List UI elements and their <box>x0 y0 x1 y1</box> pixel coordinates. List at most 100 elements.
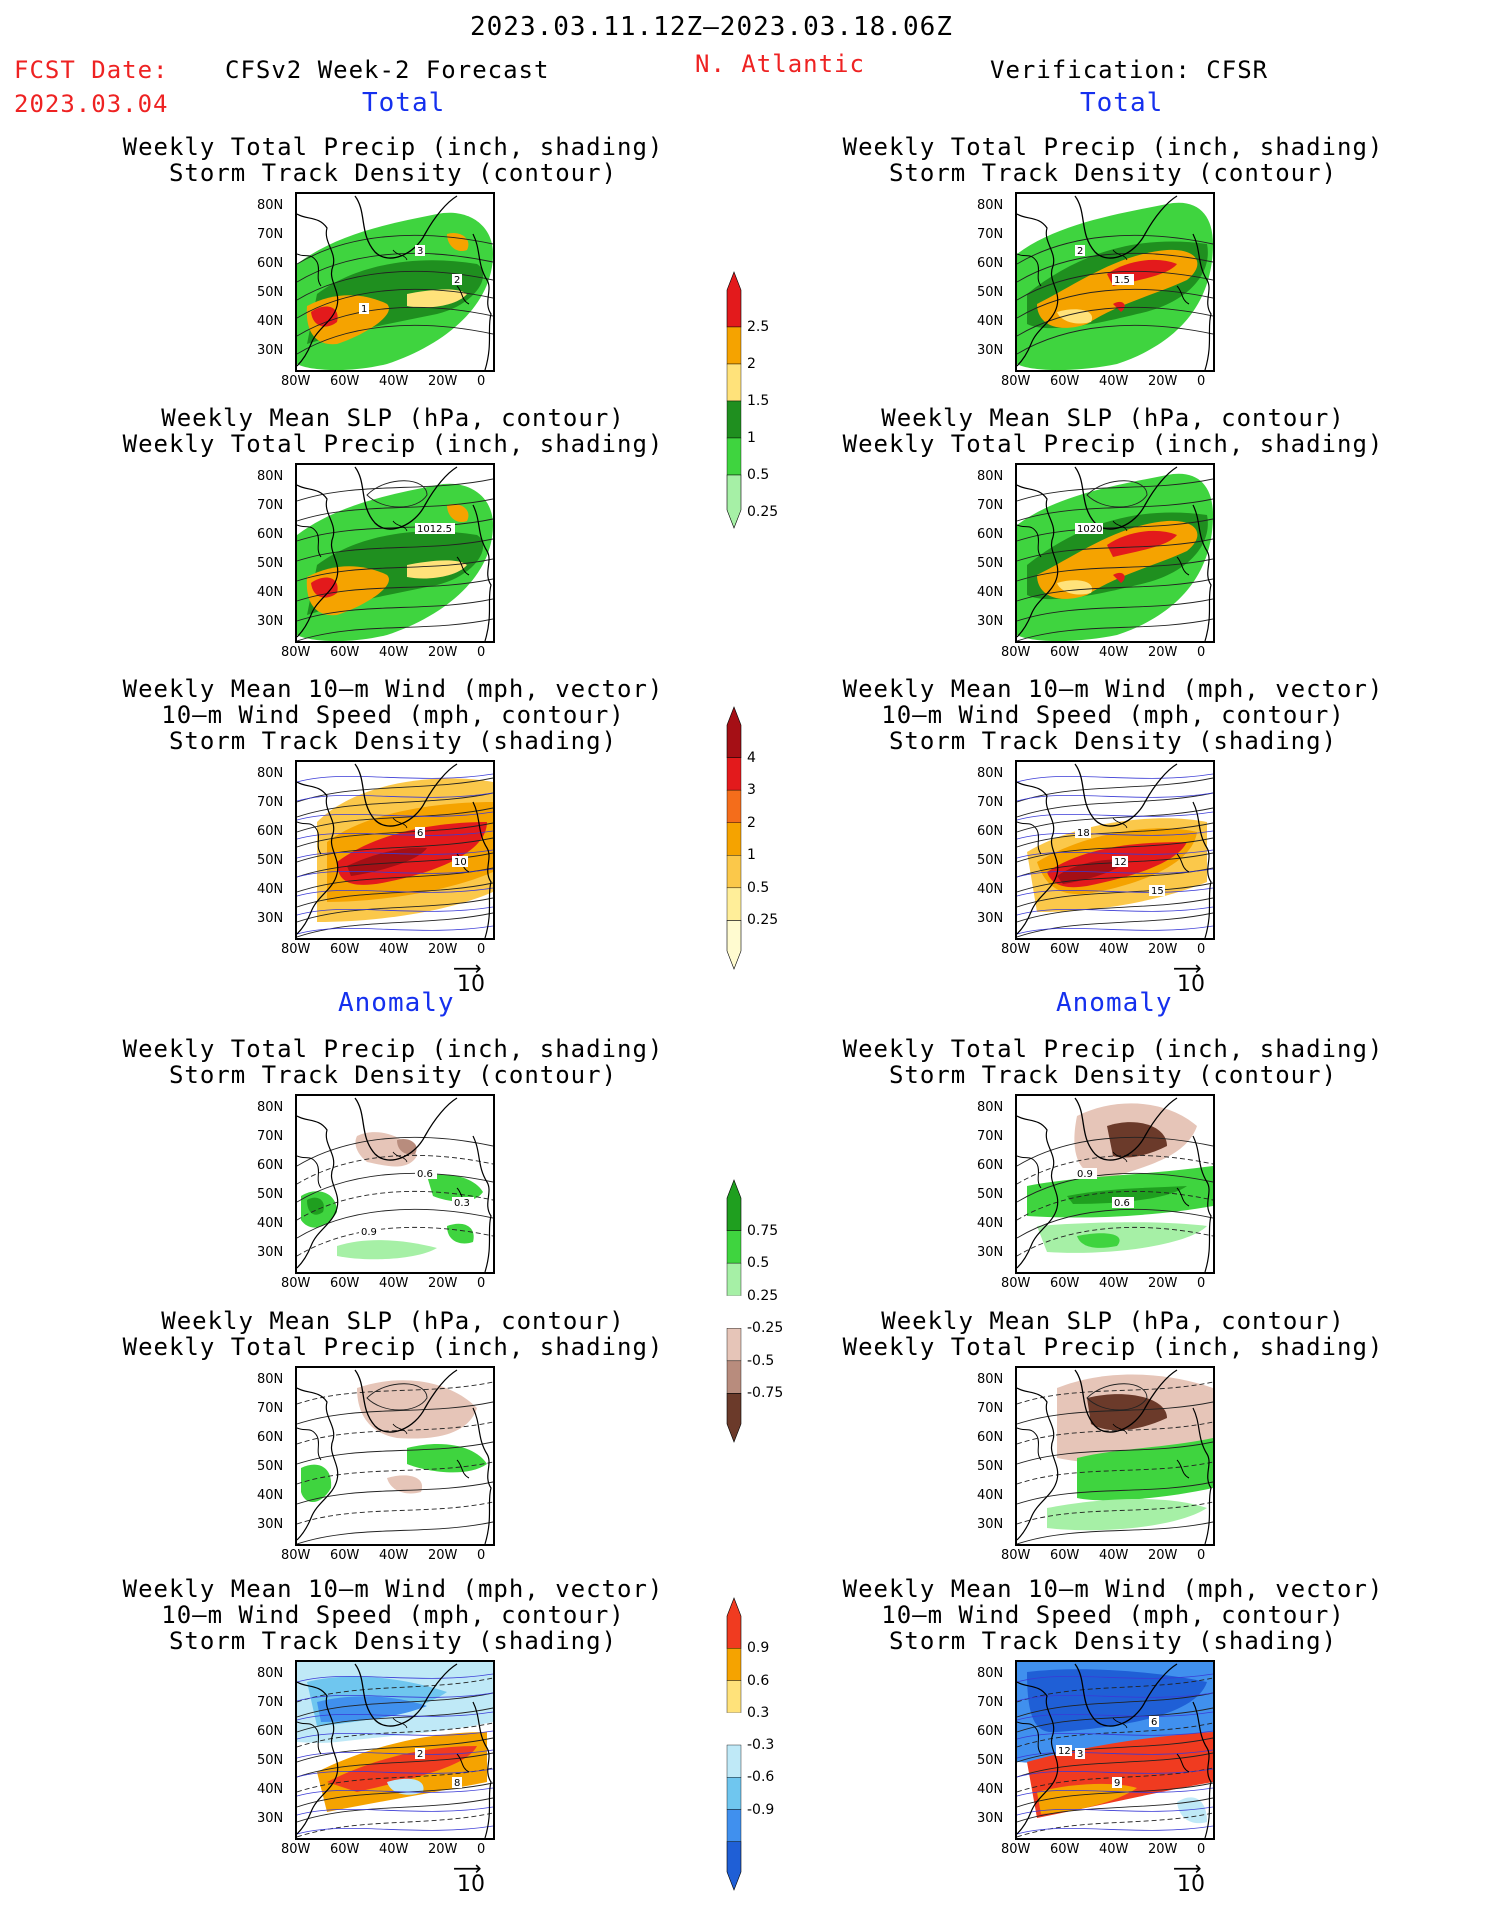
colorbar-label-precip_anom-1: 0.5 <box>747 1255 770 1272</box>
colorbar-swatch <box>726 400 742 439</box>
lat-tick-40N: 40N <box>257 314 284 329</box>
lat-tick-70N: 70N <box>977 795 1004 810</box>
lat-tick-70N: 70N <box>257 1401 284 1416</box>
colorbar-label-precip_total-3: 1 <box>747 430 756 446</box>
section-total-right: Total <box>1080 88 1164 118</box>
colorbar-label-precip_anom-5: -0.75 <box>747 1385 784 1402</box>
lon-tick-60W: 60W <box>1050 1842 1080 1857</box>
contour-label: 0.6 <box>1114 1198 1130 1209</box>
contour-label: 6 <box>417 828 423 839</box>
contour-label: 1 <box>361 304 367 315</box>
lat-tick-80N: 80N <box>257 1100 284 1115</box>
lat-tick-60N: 60N <box>977 1158 1004 1173</box>
panel-title-fcst-0-0: Weekly Total Precip (inch, shading) <box>122 133 664 161</box>
colorbar-swatch <box>726 1393 742 1443</box>
vector-reference-value: 10 <box>457 972 485 997</box>
lon-tick-60W: 60W <box>330 942 360 957</box>
lon-tick-40W: 40W <box>379 374 409 389</box>
vector-reference-arrow: ⟶ <box>1173 956 1202 980</box>
contour-label: 2 <box>454 275 460 286</box>
lat-tick-30N: 30N <box>257 1245 284 1260</box>
lat-tick-70N: 70N <box>257 795 284 810</box>
panel-title-verif-2-1: 10–m Wind Speed (mph, contour) <box>881 701 1345 729</box>
panel-title-verif-1-1: Weekly Total Precip (inch, shading) <box>842 430 1384 458</box>
lat-tick-50N: 50N <box>257 556 284 571</box>
colorbar-swatch <box>726 1648 742 1681</box>
panel-title-fcst-2-2: Storm Track Density (shading) <box>168 727 618 755</box>
lat-tick-80N: 80N <box>977 1666 1004 1681</box>
lat-tick-40N: 40N <box>977 314 1004 329</box>
lon-tick-40W: 40W <box>1099 1548 1129 1563</box>
colorbar-swatch <box>726 1680 742 1713</box>
panel-title-verif-2-0: Weekly Mean 10–m Wind (mph, vector) <box>842 675 1384 703</box>
colorbar-label-precip_anom-0: 0.75 <box>747 1222 779 1239</box>
colorbar-label-storm_total-5: 0.25 <box>747 912 779 929</box>
lon-tick-20W: 20W <box>428 942 458 957</box>
lat-tick-60N: 60N <box>257 1724 284 1739</box>
colorbar-label-precip_total-1: 2 <box>747 356 756 372</box>
contour-label-bg <box>415 827 425 838</box>
lat-tick-40N: 40N <box>257 1216 284 1231</box>
colorbar-swatch <box>726 706 742 758</box>
lon-tick-80W: 80W <box>1001 645 1031 660</box>
contour-label-bg <box>1112 1777 1122 1788</box>
lat-tick-50N: 50N <box>977 1753 1004 1768</box>
map-panel-verif-0: 2 1.5 <box>1015 192 1215 372</box>
colorbar-swatch <box>726 887 742 921</box>
colorbar-label-storm_anom-2: 0.3 <box>747 1704 770 1721</box>
contour-label: 1.5 <box>1114 275 1130 286</box>
panel-title-verif-0-0: Weekly Total Precip (inch, shading) <box>842 133 1384 161</box>
lat-tick-80N: 80N <box>257 1372 284 1387</box>
colorbar-swatch <box>726 1328 742 1362</box>
lat-tick-70N: 70N <box>257 498 284 513</box>
lon-tick-0: 0 <box>1197 645 1206 660</box>
lat-tick-30N: 30N <box>977 1811 1004 1826</box>
lat-tick-50N: 50N <box>257 1459 284 1474</box>
section-anomaly-right: Anomaly <box>1056 988 1173 1018</box>
period-title: 2023.03.11.12Z–2023.03.18.06Z <box>470 12 953 42</box>
fcst-date-value: 2023.03.04 <box>14 90 169 118</box>
lat-tick-30N: 30N <box>257 1811 284 1826</box>
contour-label: 9 <box>1114 1778 1120 1789</box>
map-panel-verif-4 <box>1015 1366 1215 1546</box>
lat-tick-40N: 40N <box>977 585 1004 600</box>
map-panel-verif-2: 18 12 15 <box>1015 760 1215 940</box>
lat-tick-30N: 30N <box>977 1245 1004 1260</box>
colorbar-swatch <box>726 1179 742 1231</box>
contour-label-bg <box>1075 245 1085 256</box>
panel-title-fcst-4-0: Weekly Mean SLP (hPa, contour) <box>161 1307 625 1335</box>
lat-tick-60N: 60N <box>257 256 284 271</box>
lon-tick-80W: 80W <box>281 1276 311 1291</box>
section-total-left: Total <box>362 88 446 118</box>
lat-tick-80N: 80N <box>257 198 284 213</box>
contour-label-bg <box>452 1197 474 1208</box>
lon-tick-40W: 40W <box>379 645 409 660</box>
panel-title-fcst-1-0: Weekly Mean SLP (hPa, contour) <box>161 404 625 432</box>
lon-tick-0: 0 <box>477 942 486 957</box>
panel-title-verif-4-0: Weekly Mean SLP (hPa, contour) <box>881 1307 1345 1335</box>
panel-title-fcst-5-1: 10–m Wind Speed (mph, contour) <box>161 1601 625 1629</box>
colorbar-label-storm_total-1: 3 <box>747 782 756 799</box>
lat-tick-30N: 30N <box>977 911 1004 926</box>
contour-label-bg <box>1075 523 1103 534</box>
colorbar-swatch <box>726 789 742 823</box>
lon-tick-0: 0 <box>1197 1548 1206 1563</box>
lon-tick-20W: 20W <box>428 645 458 660</box>
lon-tick-60W: 60W <box>1050 942 1080 957</box>
contour-label: 1012.5 <box>417 524 452 535</box>
lat-tick-80N: 80N <box>977 198 1004 213</box>
map-panel-verif-1: 1020 <box>1015 463 1215 643</box>
map-panel-verif-5: 3 9 6 12 <box>1015 1660 1215 1840</box>
vector-reference-value: 10 <box>1177 1872 1205 1897</box>
lon-tick-0: 0 <box>477 1842 486 1857</box>
vector-reference-value: 10 <box>1177 972 1205 997</box>
lon-tick-20W: 20W <box>1148 942 1178 957</box>
lon-tick-80W: 80W <box>281 645 311 660</box>
contour-label: 12 <box>1114 857 1127 868</box>
colorbar-label-precip_total-4: 0.5 <box>747 467 770 483</box>
lat-tick-40N: 40N <box>257 1488 284 1503</box>
lat-tick-60N: 60N <box>977 527 1004 542</box>
panel-title-verif-4-1: Weekly Total Precip (inch, shading) <box>842 1333 1384 1361</box>
colorbar-swatch <box>727 1712 741 1745</box>
